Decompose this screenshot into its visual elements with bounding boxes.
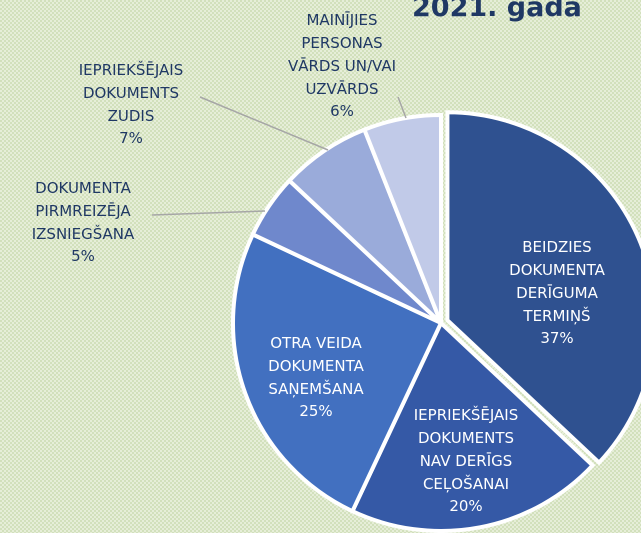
slice-value-label: 5% [71, 247, 95, 265]
slice-label-line: DERĪGUMA [516, 284, 598, 302]
slice-label-line: DOKUMENTA [268, 357, 364, 375]
slice-label-line: PERSONAS [301, 34, 382, 52]
slice-label: IEPRIEKŠĒJAIS DOKUMENTS ZUDIS 7% [79, 60, 183, 147]
slice-value-label: 7% [119, 129, 143, 147]
slice-label: BEIDZIES DOKUMENTA DERĪGUMA TERMIŅŠ 37% [509, 238, 605, 347]
slice-value-label: 25% [299, 402, 332, 420]
slice-value-label: 6% [330, 102, 354, 120]
slice-label-line: DOKUMENTS [418, 429, 514, 447]
slice-label-line: PIRMREIZĒJA [35, 202, 131, 220]
pie-slice [231, 231, 444, 514]
leader-line [151, 210, 266, 216]
slice-label-line: MAINĪJIES [306, 11, 377, 29]
slice-value-label: 37% [540, 329, 573, 347]
slice-label-line: DOKUMENTS [83, 84, 179, 102]
slice-label-line: SAŅEMŠANA [268, 379, 364, 398]
slice-label: MAINĪJIES PERSONAS VĀRDS UN/VAI UZVĀRDS 6% [288, 11, 396, 120]
slice-label-line: CEĻOŠANAI [423, 474, 509, 493]
pie-slice [361, 112, 443, 324]
slice-label-line: IEPRIEKŠĒJAIS [414, 405, 518, 424]
slice-label: DOKUMENTA PIRMREIZĒJA IZSNIEGŠANA 5% [32, 179, 135, 265]
slice-label-line: DOKUMENTA [509, 261, 605, 279]
slice-label-line: UZVĀRDS [305, 80, 378, 98]
leader-line [397, 96, 407, 119]
slice-label-line: DOKUMENTA [35, 179, 131, 197]
pie-slice [349, 319, 596, 533]
slice-label-line: OTRA VEIDA [270, 334, 362, 352]
pie-slice [445, 110, 641, 466]
leader-line [199, 96, 329, 151]
slice-label-line: TERMIŅŠ [522, 306, 590, 325]
slice-label-line: VĀRDS UN/VAI [288, 57, 396, 75]
slice-label-line: ZUDIS [108, 107, 155, 125]
slice-value-label: 20% [449, 497, 482, 515]
chart-title: 2021. gadā [412, 0, 582, 23]
slice-label-line: BEIDZIES [522, 238, 591, 256]
slice-label: OTRA VEIDA DOKUMENTA SAŅEMŠANA 25% [268, 334, 364, 420]
slice-label-line: IEPRIEKŠĒJAIS [79, 60, 183, 79]
slice-label: IEPRIEKŠĒJAIS DOKUMENTS NAV DERĪGS CEĻOŠANA… [414, 405, 518, 515]
slice-label-line: IZSNIEGŠANA [32, 224, 135, 243]
slice-label-line: NAV DERĪGS [420, 452, 513, 470]
